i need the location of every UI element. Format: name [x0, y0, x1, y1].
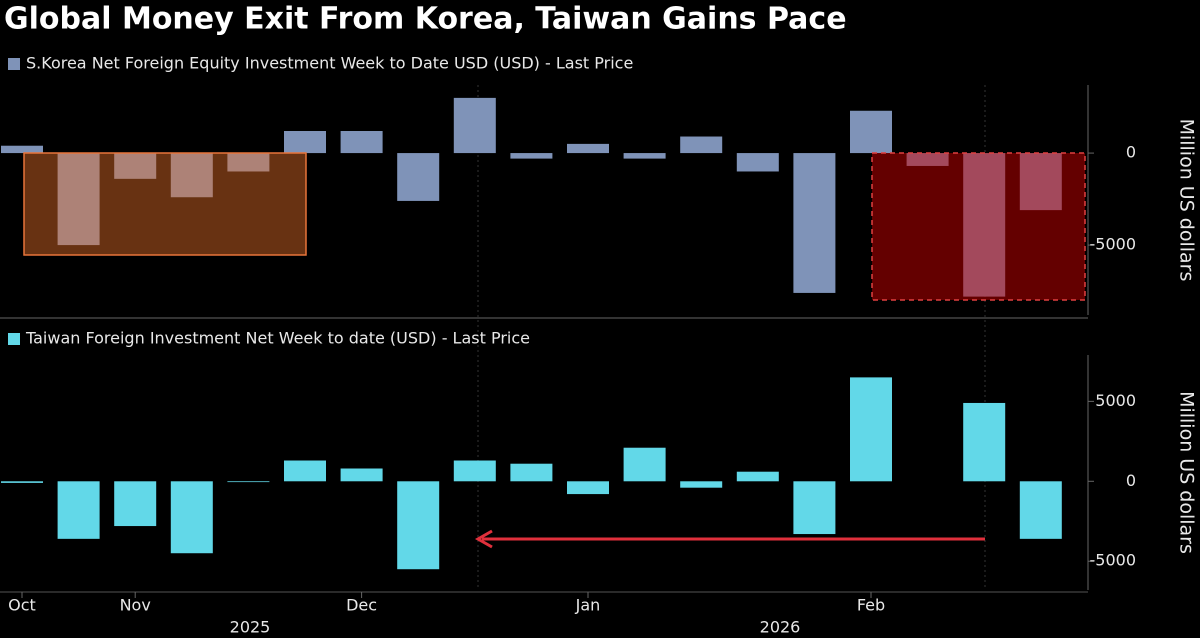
bar: [170, 481, 213, 554]
bar: [623, 447, 666, 482]
year-label: 2026: [760, 618, 801, 637]
bar: [114, 481, 157, 527]
bar: [340, 131, 383, 154]
bar: [170, 153, 213, 198]
bar: [623, 153, 666, 159]
year-label: 2025: [230, 618, 271, 637]
bar: [736, 471, 779, 482]
bar: [453, 460, 496, 482]
highlight-box: [23, 152, 307, 256]
bar: [1019, 481, 1062, 539]
bar: [850, 377, 892, 482]
bar: [567, 481, 609, 495]
bar: [57, 481, 100, 539]
bar: [397, 153, 440, 201]
bar: [510, 153, 553, 159]
bar: [227, 481, 270, 483]
y-axis-label: Million US dollars: [1176, 119, 1198, 282]
x-tick-label: Feb: [857, 596, 885, 615]
bar: [1, 145, 43, 154]
x-tick-label: Dec: [346, 596, 377, 615]
bar: [510, 463, 553, 482]
bar: [736, 153, 779, 172]
bar: [963, 402, 1006, 482]
bar: [397, 481, 440, 570]
y-tick-label: 0: [1126, 471, 1136, 490]
x-tick-label: Jan: [575, 596, 601, 615]
bar: [793, 153, 836, 293]
legend-swatch: [8, 58, 20, 70]
bar: [453, 97, 496, 154]
y-tick-label: 0: [1126, 143, 1136, 162]
bar: [680, 481, 723, 488]
bar: [284, 460, 326, 482]
chart-title: Global Money Exit From Korea, Taiwan Gai…: [4, 2, 847, 37]
y-tick-label: -5000: [1090, 551, 1137, 570]
bar: [114, 153, 157, 179]
bar: [57, 153, 100, 246]
bar: [793, 481, 836, 535]
y-axis-label: Million US dollars: [1176, 391, 1198, 554]
y-tick-label: -5000: [1090, 235, 1137, 254]
bar: [850, 110, 892, 154]
bar: [680, 136, 723, 154]
bar: [1, 481, 43, 483]
legend-label: Taiwan Foreign Investment Net Week to da…: [25, 329, 530, 348]
legend-label: S.Korea Net Foreign Equity Investment We…: [26, 54, 633, 73]
arrow-head: [474, 529, 493, 549]
highlight-box: [871, 152, 1086, 301]
bar: [340, 468, 383, 482]
x-tick-label: Nov: [120, 596, 151, 615]
bar: [567, 143, 609, 154]
legend-swatch: [8, 333, 20, 345]
bar: [227, 153, 270, 172]
bar: [284, 131, 326, 154]
x-tick-label: Oct: [8, 596, 36, 615]
y-tick-label: 5000: [1095, 391, 1136, 410]
